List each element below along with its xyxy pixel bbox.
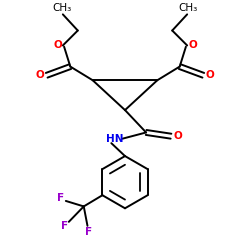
Text: F: F [57,194,64,203]
Text: CH₃: CH₃ [179,3,198,13]
Text: O: O [174,131,182,141]
Text: F: F [61,221,68,231]
Text: O: O [53,40,62,50]
Text: HN: HN [106,134,124,144]
Text: CH₃: CH₃ [52,3,71,13]
Text: O: O [188,40,197,50]
Text: O: O [36,70,44,80]
Text: F: F [85,227,92,237]
Text: O: O [206,70,214,80]
